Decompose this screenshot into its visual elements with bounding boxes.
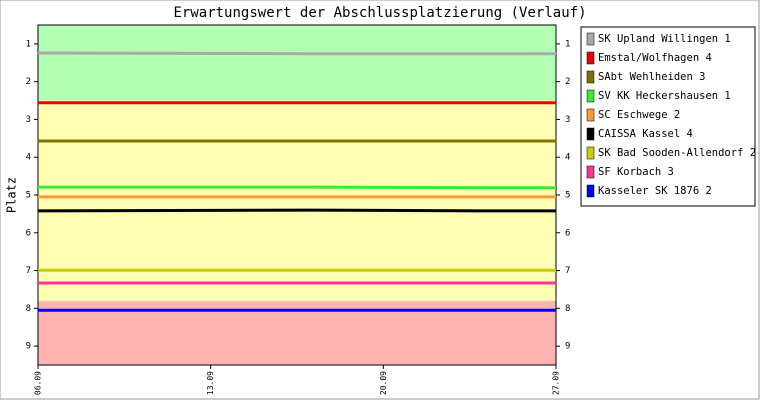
- series-line: [38, 185, 556, 190]
- x-tick-label: 06.09: [34, 371, 43, 395]
- y-tick-label: 7: [565, 266, 570, 276]
- y-tick-label: 3: [565, 115, 570, 125]
- x-tick-label: 13.09: [206, 371, 215, 395]
- legend-label: SF Korbach 3: [598, 166, 674, 178]
- y-axis-label: Platz: [5, 177, 19, 213]
- y-tick-label: 1: [565, 39, 570, 49]
- x-tick-label: 20.09: [379, 371, 388, 395]
- y-tick-label: 2: [565, 77, 570, 87]
- y-tick-label: 9: [565, 342, 570, 352]
- y-tick-label: 2: [26, 77, 31, 87]
- legend-label: SV KK Heckershausen 1: [598, 90, 731, 102]
- y-tick-label: 6: [26, 228, 31, 238]
- y-tick-label: 6: [565, 228, 570, 238]
- legend-label: SK Bad Sooden-Allendorf 2: [598, 147, 756, 159]
- zone-band: [38, 100, 556, 301]
- legend-swatch: [586, 165, 595, 179]
- legend-label: CAISSA Kassel 4: [598, 128, 693, 140]
- legend-swatch: [586, 32, 595, 46]
- y-tick-label: 5: [565, 191, 570, 201]
- y-tick-label: 3: [26, 115, 31, 125]
- legend-label: SK Upland Willingen 1: [598, 33, 731, 45]
- y-tick-label: 8: [26, 304, 31, 314]
- legend-label: SC Eschwege 2: [598, 109, 680, 121]
- legend-swatch: [586, 127, 595, 141]
- y-tick-label: 4: [565, 153, 570, 163]
- legend-swatch: [586, 146, 595, 160]
- y-tick-label: 8: [565, 304, 570, 314]
- zone-band: [38, 25, 556, 101]
- legend-label: SAbt Wehlheiden 3: [598, 71, 705, 83]
- y-tick-label: 7: [26, 266, 31, 276]
- y-tick-label: 4: [26, 153, 31, 163]
- y-tick-label: 9: [26, 342, 31, 352]
- legend-label: Emstal/Wolfhagen 4: [598, 52, 712, 64]
- legend-swatch: [586, 108, 595, 122]
- x-tick-label: 27.09: [552, 371, 561, 395]
- chart-title: Erwartungswert der Abschlussplatzierung …: [173, 5, 586, 21]
- y-tick-label: 1: [26, 39, 31, 49]
- series-line: [37, 51, 556, 56]
- legend-label: Kasseler SK 1876 2: [598, 185, 712, 197]
- series-line: [37, 208, 556, 213]
- legend-swatch: [586, 89, 595, 103]
- legend-swatch: [586, 70, 595, 84]
- legend-swatch: [586, 184, 595, 198]
- legend-swatch: [586, 51, 595, 65]
- legend-box: [580, 26, 756, 207]
- y-tick-label: 5: [26, 191, 31, 201]
